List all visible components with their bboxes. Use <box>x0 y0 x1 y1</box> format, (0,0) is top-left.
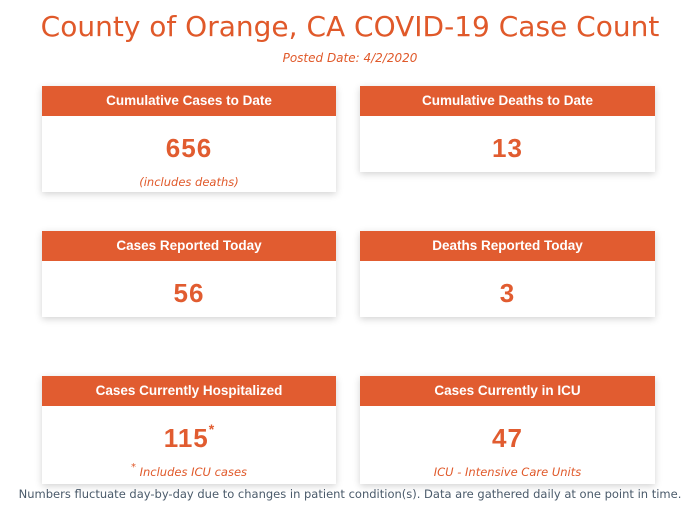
cumulative-cases-card: Cumulative Cases to Date 656 (includes d… <box>42 86 336 192</box>
icu-card: Cases Currently in ICU 47 ICU - Intensiv… <box>360 376 655 484</box>
cumulative-cases-value: 656 <box>165 133 213 163</box>
icu-value: 47 <box>492 423 523 453</box>
hospitalized-note-asterisk: * <box>130 462 136 473</box>
cumulative-cases-header: Cumulative Cases to Date <box>42 86 336 116</box>
deaths-today-card: Deaths Reported Today 3 <box>360 231 655 317</box>
deaths-today-header: Deaths Reported Today <box>360 231 655 261</box>
hospitalized-value-wrap: 115* <box>42 421 336 454</box>
footer-disclaimer: Numbers fluctuate day-by-day due to chan… <box>18 487 682 501</box>
icu-header: Cases Currently in ICU <box>360 376 655 406</box>
hospitalized-header: Cases Currently Hospitalized <box>42 376 336 406</box>
cumulative-deaths-value: 13 <box>492 133 523 163</box>
page-title: County of Orange, CA COVID-19 Case Count <box>40 10 660 43</box>
hospitalized-note: Includes ICU cases <box>139 465 248 479</box>
cumulative-cases-note: (includes deaths) <box>139 175 239 189</box>
posted-date: Posted Date: 4/2/2020 <box>282 51 418 65</box>
cumulative-deaths-card: Cumulative Deaths to Date 13 <box>360 86 655 172</box>
icu-note: ICU - Intensive Care Units <box>433 465 582 479</box>
cases-today-card: Cases Reported Today 56 <box>42 231 336 317</box>
hospitalized-value: 115 <box>163 423 209 453</box>
cases-today-header: Cases Reported Today <box>42 231 336 261</box>
cases-today-value: 56 <box>173 278 205 308</box>
cumulative-deaths-header: Cumulative Deaths to Date <box>360 86 655 116</box>
deaths-today-value: 3 <box>499 278 516 308</box>
hospitalized-card: Cases Currently Hospitalized 115* * Incl… <box>42 376 336 484</box>
hospitalized-asterisk: * <box>208 421 215 437</box>
hospitalized-note-wrap: * Includes ICU cases <box>42 462 336 479</box>
